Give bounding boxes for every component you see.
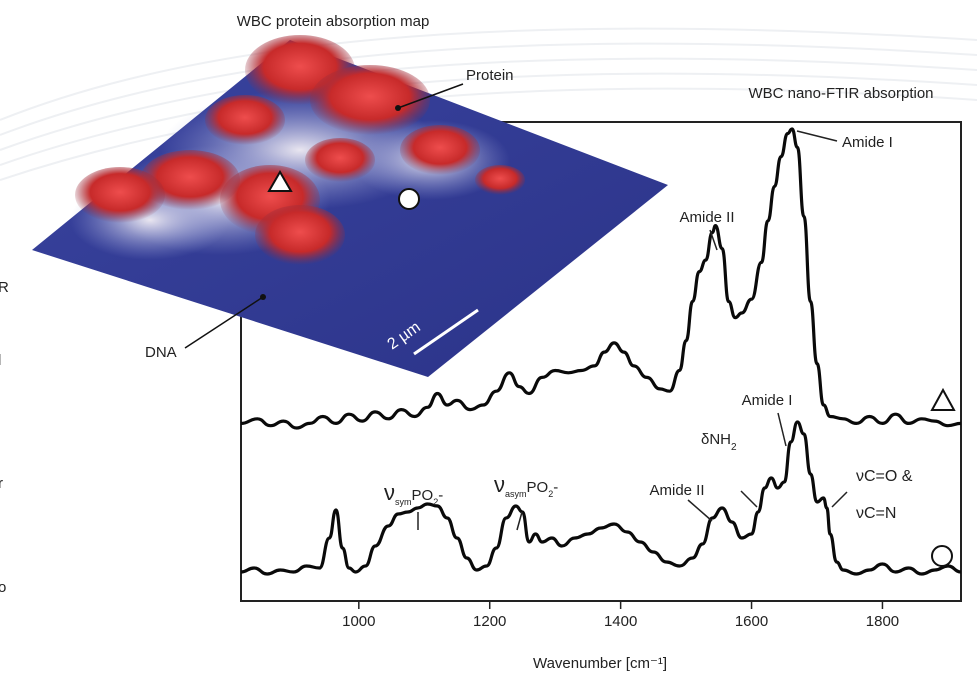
- vsym-main: PO: [412, 487, 434, 504]
- protein-leader-dot: [395, 105, 401, 111]
- edge-char-3: r: [0, 475, 3, 492]
- spectrum-line-triangle: [240, 127, 962, 430]
- vsym-nu: ν: [384, 480, 395, 505]
- dnh2-main: δNH: [701, 431, 731, 448]
- vco-vcn-line1: νC=O &: [856, 468, 913, 485]
- triangle-marker-icon: [930, 387, 956, 411]
- vasym-main: PO: [527, 479, 549, 496]
- annotation-leaders: [417, 130, 848, 531]
- scale-bar: [413, 308, 479, 356]
- map-protein-peaks: [75, 35, 525, 265]
- map-circle-marker-icon: [398, 188, 420, 210]
- x-tick-label: 1800: [866, 613, 899, 630]
- vasym-po2-label: νasymPO2-: [494, 472, 558, 499]
- series-layer: [240, 127, 962, 576]
- x-tick-label: 1600: [735, 613, 768, 630]
- edge-char-1: R: [0, 279, 9, 296]
- vsym-sub2: 2: [433, 497, 438, 507]
- dnh2-label: δNH2: [701, 431, 737, 453]
- dna-leader: [184, 296, 264, 349]
- x-tick-label: 1200: [473, 613, 506, 630]
- x-tick-layer: 1000 1200 1400 1600 1800: [342, 601, 899, 630]
- map-triangle-marker-icon: [267, 170, 293, 192]
- x-axis-label: Wavenumber [cm⁻¹]: [533, 655, 667, 672]
- vsym-tail: -: [438, 487, 443, 504]
- map-title: WBC protein absorption map: [237, 13, 430, 30]
- dna-leader-dot: [260, 294, 266, 300]
- vasym-sub: asym: [505, 489, 527, 499]
- circle-marker-icon: [931, 545, 953, 567]
- protein-absorption-map: 2 µm: [32, 35, 668, 377]
- dna-label: DNA: [145, 344, 177, 361]
- amide-ii-bottom-label: Amide II: [649, 482, 704, 499]
- vasym-nu: ν: [494, 472, 505, 497]
- vasym-sub2: 2: [548, 489, 553, 499]
- dnh2-sub: 2: [731, 442, 737, 453]
- x-tick-label: 1400: [604, 613, 637, 630]
- vasym-tail: -: [553, 479, 558, 496]
- vsym-po2-label: νsymPO2-: [384, 480, 443, 507]
- amide-i-bottom-label: Amide I: [742, 392, 793, 409]
- vco-vcn-line2: νC=N: [856, 505, 896, 522]
- protein-label: Protein: [466, 67, 514, 84]
- amide-i-top-label: Amide I: [842, 134, 893, 151]
- protein-leader: [397, 83, 464, 109]
- page-edge-text: R l r o: [0, 279, 9, 596]
- amide-ii-top-label: Amide II: [679, 209, 734, 226]
- spectrum-line-circle: [240, 420, 962, 576]
- chart-title: WBC nano-FTIR absorption: [748, 85, 933, 102]
- x-tick-label: 1000: [342, 613, 375, 630]
- vsym-sub: sym: [395, 497, 412, 507]
- edge-char-2: l: [0, 352, 1, 369]
- edge-char-4: o: [0, 579, 6, 596]
